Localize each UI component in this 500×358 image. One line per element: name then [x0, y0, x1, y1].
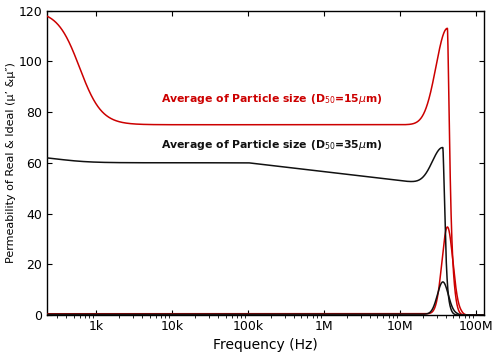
X-axis label: Frequency (Hz): Frequency (Hz): [213, 338, 318, 352]
Text: Average of Particle size (D$_{50}$=15$\mu$m): Average of Particle size (D$_{50}$=15$\m…: [160, 92, 382, 106]
Text: Average of Particle size (D$_{50}$=35$\mu$m): Average of Particle size (D$_{50}$=35$\m…: [160, 137, 382, 151]
Y-axis label: Permeability of Real & Ideal (μ’ &μ″): Permeability of Real & Ideal (μ’ &μ″): [6, 62, 16, 263]
